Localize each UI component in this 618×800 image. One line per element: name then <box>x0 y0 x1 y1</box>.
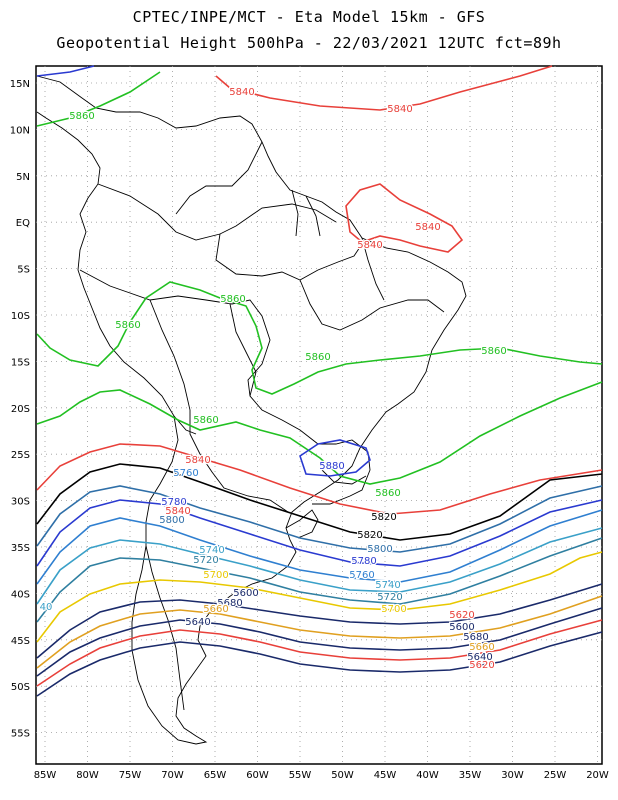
lat-tick-label: 50S <box>11 682 30 693</box>
title-line-2: Geopotential Height 500hPa - 22/03/2021 … <box>56 34 562 52</box>
contour-5700 <box>36 551 603 643</box>
lon-tick-label: 20W <box>586 770 609 781</box>
lat-tick-label: 30S <box>11 497 30 508</box>
contour-label: 5860 <box>220 294 245 305</box>
contour-5720 <box>36 537 603 623</box>
contour-label: 5780 <box>351 556 376 567</box>
lon-tick-label: 40W <box>416 770 439 781</box>
lat-tick-label: 5S <box>17 265 30 276</box>
lon-tick-label: 80W <box>76 770 99 781</box>
contour-label: 5640 <box>467 652 492 663</box>
contour-label: 5840 <box>229 87 254 98</box>
contour-5620 <box>36 619 603 687</box>
lat-tick-label: 40S <box>11 589 30 600</box>
lon-tick-label: 85W <box>34 770 57 781</box>
contour-5780 <box>36 499 603 567</box>
contour-label: 5620 <box>449 610 474 621</box>
contour-5600 <box>36 631 603 697</box>
contour-label: 5840 <box>387 104 412 115</box>
contour-label: 5700 <box>203 570 228 581</box>
contour-label: 5840 <box>357 240 382 251</box>
contour-label: 5860 <box>305 352 330 363</box>
lat-tick-label: 15S <box>11 357 30 368</box>
lon-tick-label: 55W <box>289 770 312 781</box>
contour-label: 5840 <box>185 455 210 466</box>
contour-5860-continent <box>36 281 603 395</box>
contour-label: 5600 <box>233 588 258 599</box>
contour-label: 5820 <box>371 512 396 523</box>
contour-label: 5800 <box>367 544 392 555</box>
title-line-1: CPTEC/INPE/MCT - Eta Model 15km - GFS <box>132 8 486 26</box>
contour-label: 5860 <box>193 415 218 426</box>
contour-label: 5740 <box>375 580 400 591</box>
lon-tick-label: 30W <box>501 770 524 781</box>
contour-label: 5800 <box>159 515 184 526</box>
contour-5680 <box>36 583 603 659</box>
contour-5860-south <box>36 381 603 485</box>
contour-5840-south <box>36 443 603 515</box>
contour-5820 <box>36 463 603 541</box>
lat-tick-label: 5N <box>16 172 30 183</box>
lon-tick-label: 50W <box>331 770 354 781</box>
lat-tick-label: 15N <box>10 79 30 90</box>
contour-label: 5780 <box>161 497 186 508</box>
axis-labels: 15N 10N 5N EQ 5S 10S 15S 20S 25S 30S 35S 40S 45S 50S 5… <box>10 79 609 781</box>
contour-label: 5660 <box>469 642 494 653</box>
contour-label: 5840 <box>165 506 190 517</box>
coastlines <box>36 75 467 745</box>
contour-label: 5760 <box>349 570 374 581</box>
map-frame <box>35 65 603 765</box>
contour-label: 5860 <box>375 488 400 499</box>
contour-5640 <box>36 607 603 677</box>
lat-tick-label: 25S <box>11 450 30 461</box>
contour-label: 5680 <box>463 632 488 643</box>
lat-tick-label: 55S <box>11 729 30 740</box>
lat-tick-label: 10S <box>11 311 30 322</box>
contours <box>36 65 603 697</box>
contour-labels: 5840 5840 5840 5840 5860 5860 5860 5860 5860 5860… <box>38 86 508 673</box>
lat-tick-label: 35S <box>11 543 30 554</box>
contour-5840-north <box>215 65 553 111</box>
lon-tick-label: 45W <box>374 770 397 781</box>
contour-label: 5740 <box>199 545 224 556</box>
lat-tick-label: 45S <box>11 636 30 647</box>
contour-label: 5680 <box>217 598 242 609</box>
contour-label: 5760 <box>173 468 198 479</box>
contour-label: 5860 <box>69 111 94 122</box>
lon-tick-label: 70W <box>161 770 184 781</box>
contour-5860-north <box>36 71 161 127</box>
lon-tick-label: 35W <box>459 770 482 781</box>
lon-tick-label: 25W <box>544 770 567 781</box>
contour-label: 5860 <box>115 320 140 331</box>
contour-label: 5660 <box>203 604 228 615</box>
contour-label: 5720 <box>193 555 218 566</box>
contour-label: 5640 <box>185 617 210 628</box>
contour-5740 <box>36 527 603 605</box>
contour-label: 40 <box>40 602 53 613</box>
lat-tick-label: EQ <box>16 218 30 229</box>
contour-5760 <box>36 509 603 585</box>
contour-5840-amazon <box>345 183 464 253</box>
contour-label: 5840 <box>415 222 440 233</box>
contour-label: 5600 <box>449 622 474 633</box>
contour-label: 5860 <box>481 346 506 357</box>
contour-label: 5720 <box>377 592 402 603</box>
contour-5880 <box>299 439 371 477</box>
lat-tick-label: 20S <box>11 404 30 415</box>
contour-5800 <box>36 485 603 553</box>
contour-label: 5880 <box>319 461 344 472</box>
lon-tick-label: 65W <box>204 770 227 781</box>
lon-tick-label: 60W <box>246 770 269 781</box>
contour-5860-north-corner <box>36 65 95 77</box>
contour-label: 5620 <box>469 660 494 671</box>
contour-5660 <box>36 595 603 669</box>
lon-tick-label: 75W <box>119 770 142 781</box>
lat-tick-label: 10N <box>10 125 30 136</box>
contour-label: 5820 <box>357 530 382 541</box>
contour-label: 5700 <box>381 604 406 615</box>
